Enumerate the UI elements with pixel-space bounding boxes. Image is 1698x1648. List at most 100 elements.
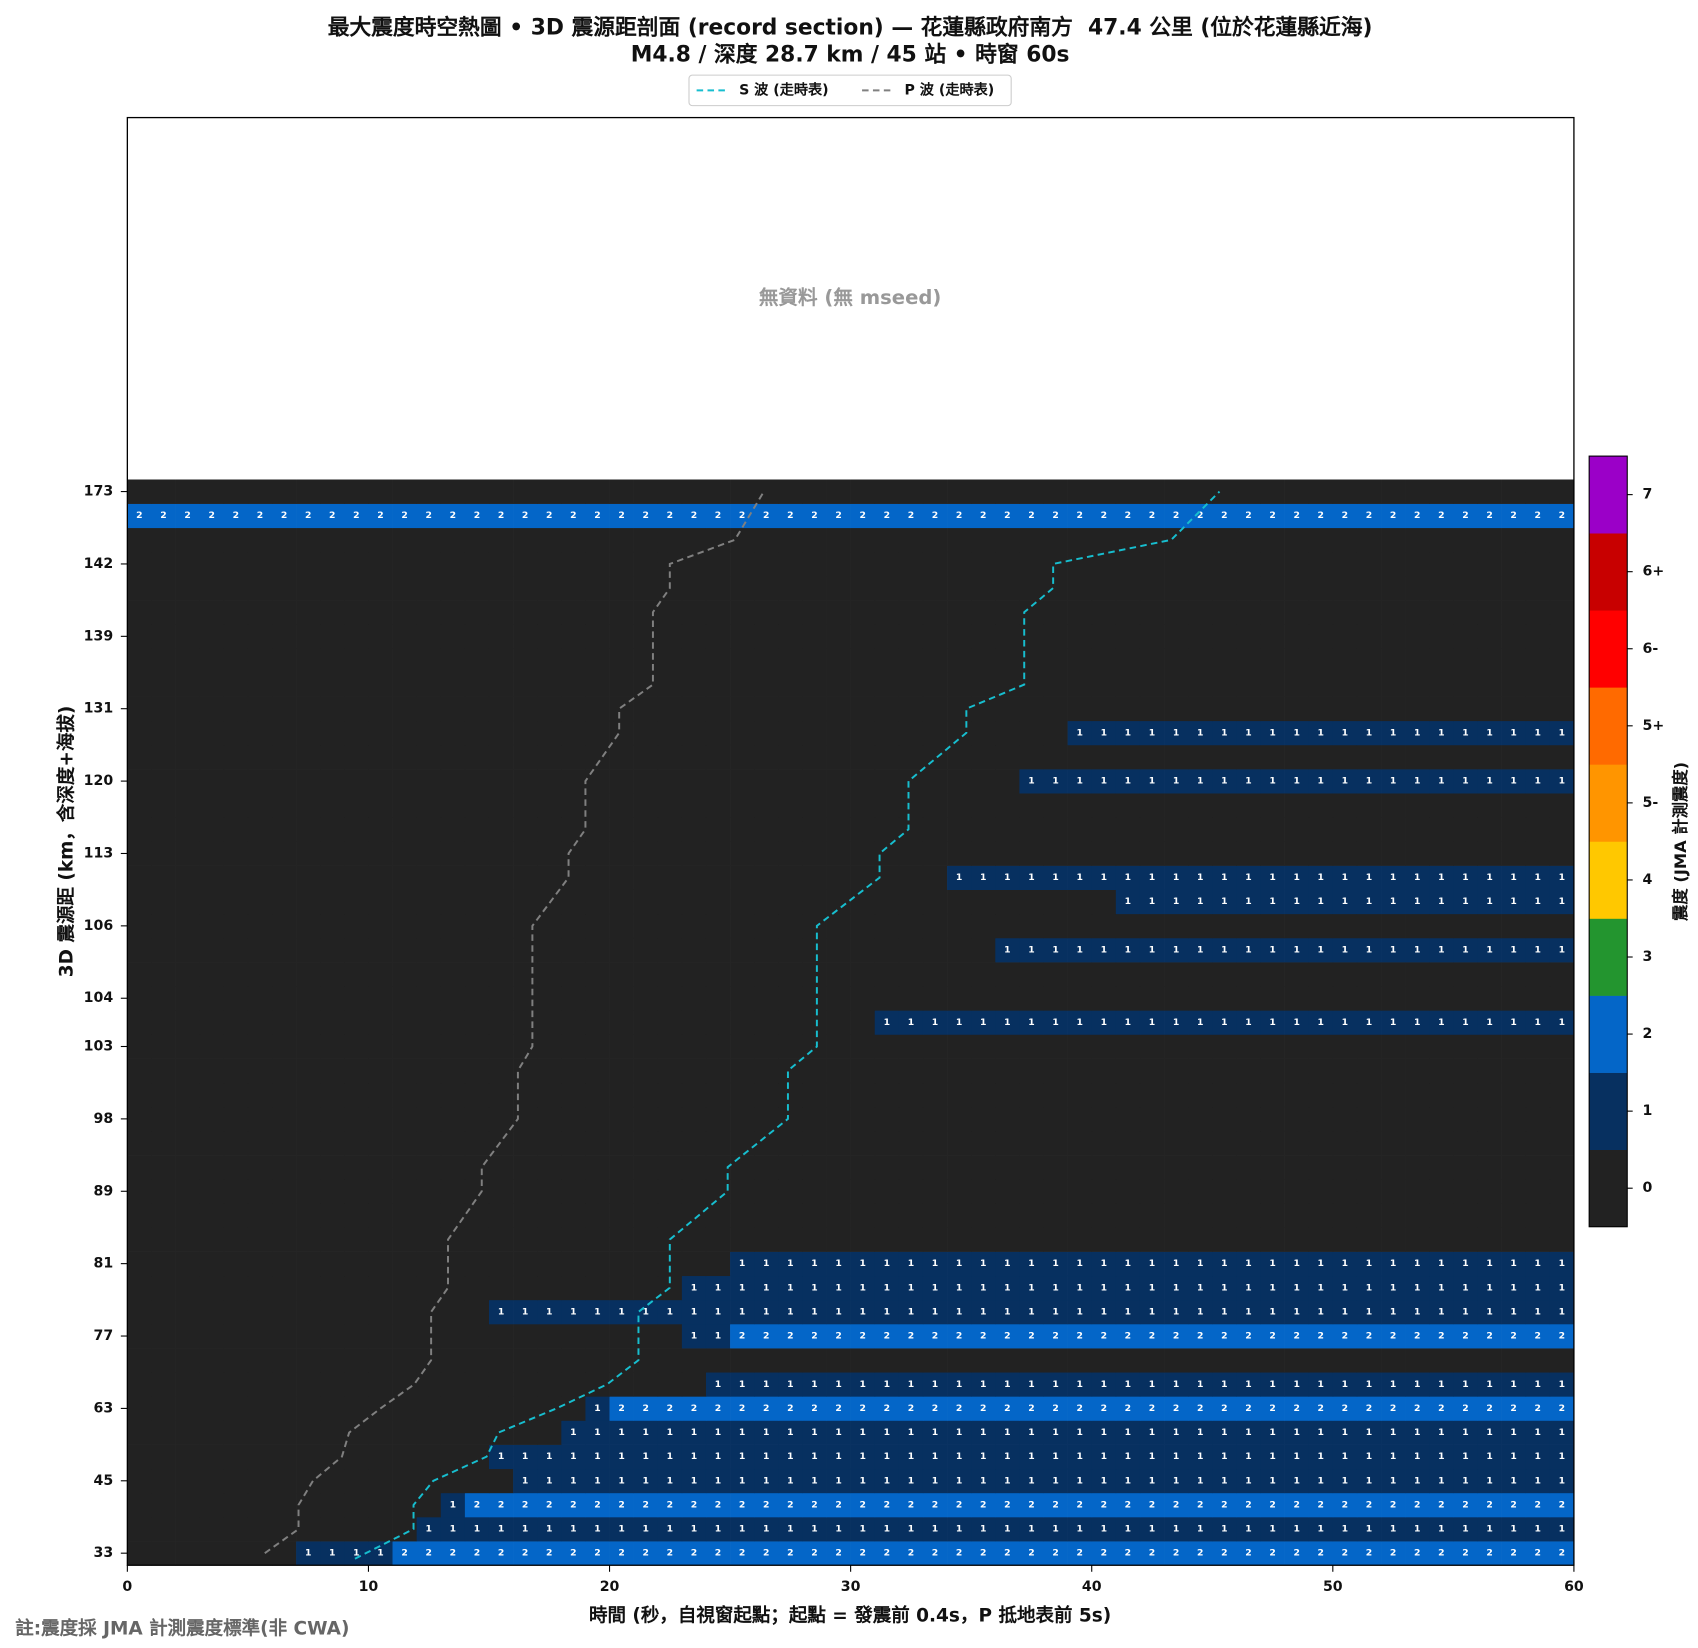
heatmap-cell [513,720,538,746]
cell-label: 2 [401,510,407,521]
heatmap-cell [1019,962,1044,987]
heatmap-cell [1381,1106,1406,1132]
heatmap-cell [826,913,851,939]
heatmap-cell [1405,1203,1430,1228]
cell-label: 2 [1366,510,1372,521]
heatmap-cell [1356,1541,1382,1566]
cell-label: 1 [1125,896,1131,907]
cell-label: 2 [859,510,865,521]
heatmap-cell [513,1251,538,1277]
cell-label: 2 [1462,1548,1468,1559]
heatmap-cell [850,672,876,697]
heatmap-cell [1284,648,1310,673]
cell-label: 1 [1390,872,1396,883]
heatmap-cell [778,865,803,890]
heatmap-cell [1019,1275,1044,1301]
cell-label: 1 [835,1475,841,1486]
heatmap-cell [1356,889,1382,915]
heatmap-cell [633,986,659,1011]
cell-label: 1 [980,1379,986,1390]
heatmap-cell [344,527,369,553]
heatmap-cell [320,1130,345,1156]
heatmap-cell [296,1106,321,1132]
heatmap-cell [1188,986,1213,1011]
heatmap-cell [802,1492,827,1518]
heatmap-cell [223,527,249,553]
heatmap-cell [1356,841,1382,866]
cell-label: 1 [546,1475,552,1486]
heatmap-cell [1477,1010,1502,1035]
heatmap-cell [802,1420,827,1445]
heatmap-cell [488,769,514,794]
heatmap-cell [1501,1034,1527,1059]
heatmap-cell [296,1299,321,1325]
heatmap-cell [850,889,876,915]
heatmap-cell [778,1396,803,1421]
heatmap-cell [175,1396,201,1421]
heatmap-cell [585,769,610,794]
cell-label: 1 [1269,1524,1275,1535]
heatmap-cell [392,1396,417,1421]
heatmap-cell [1356,551,1382,577]
heatmap-cell [1139,1468,1165,1494]
heatmap-cell [151,865,176,890]
cell-label: 2 [1293,1403,1299,1414]
heatmap-cell [657,744,683,770]
heatmap-cell [1429,769,1454,794]
heatmap-cell [1332,793,1358,818]
heatmap-cell [1381,600,1406,625]
heatmap-cell [199,696,225,722]
heatmap-cell [1549,1323,1575,1349]
heatmap-cell [1212,1372,1237,1397]
heatmap-cell [416,1010,442,1035]
heatmap-cell [898,841,924,866]
heatmap-cell [247,720,273,746]
heatmap-cell [705,1227,731,1252]
heatmap-cell [1260,527,1285,553]
heatmap-cell [1091,1299,1117,1325]
cell-label: 1 [1245,1427,1251,1438]
heatmap-cell [1115,624,1141,649]
heatmap-cell [488,865,514,890]
heatmap-cell [392,1106,417,1132]
heatmap-cell [1043,1251,1068,1277]
heatmap-cell [151,889,176,915]
heatmap-cell [657,986,683,1011]
heatmap-cell [1453,913,1478,939]
heatmap-cell [657,672,683,697]
heatmap-cell [1260,769,1285,794]
heatmap-cell [705,1203,731,1228]
heatmap-cell [1308,1492,1334,1518]
heatmap-cell [296,1396,321,1421]
heatmap-cell [344,913,369,939]
heatmap-cell [344,1492,369,1518]
cell-label: 2 [546,1499,552,1510]
heatmap-cell [1429,1299,1454,1325]
colorbar-swatch [1589,533,1628,611]
heatmap-cell [1284,1106,1310,1132]
cell-label: 1 [932,1475,938,1486]
cell-label: 2 [980,1548,986,1559]
heatmap-cell [320,600,345,625]
heatmap-cell [416,793,442,818]
cell-label: 1 [1486,1306,1492,1317]
heatmap-cell [585,913,610,939]
heatmap-cell [513,865,538,890]
heatmap-cell [440,1251,466,1277]
heatmap-cell [488,1179,514,1204]
cell-label: 2 [1076,1403,1082,1414]
heatmap-cell [1260,503,1285,529]
cell-label: 1 [594,1403,600,1414]
heatmap-cell [127,1492,152,1518]
heatmap-cell [947,889,972,915]
heatmap-cell [1453,1179,1478,1204]
heatmap-cell [151,1082,176,1108]
cell-label: 1 [1535,944,1541,955]
cell-label: 1 [1414,944,1420,955]
heatmap-cell [1236,624,1261,649]
heatmap-cell [1043,1420,1068,1445]
heatmap-cell [296,672,321,697]
x-tick-label: 20 [600,1579,620,1595]
heatmap-cell [344,744,369,770]
heatmap-cell [1284,1251,1310,1277]
